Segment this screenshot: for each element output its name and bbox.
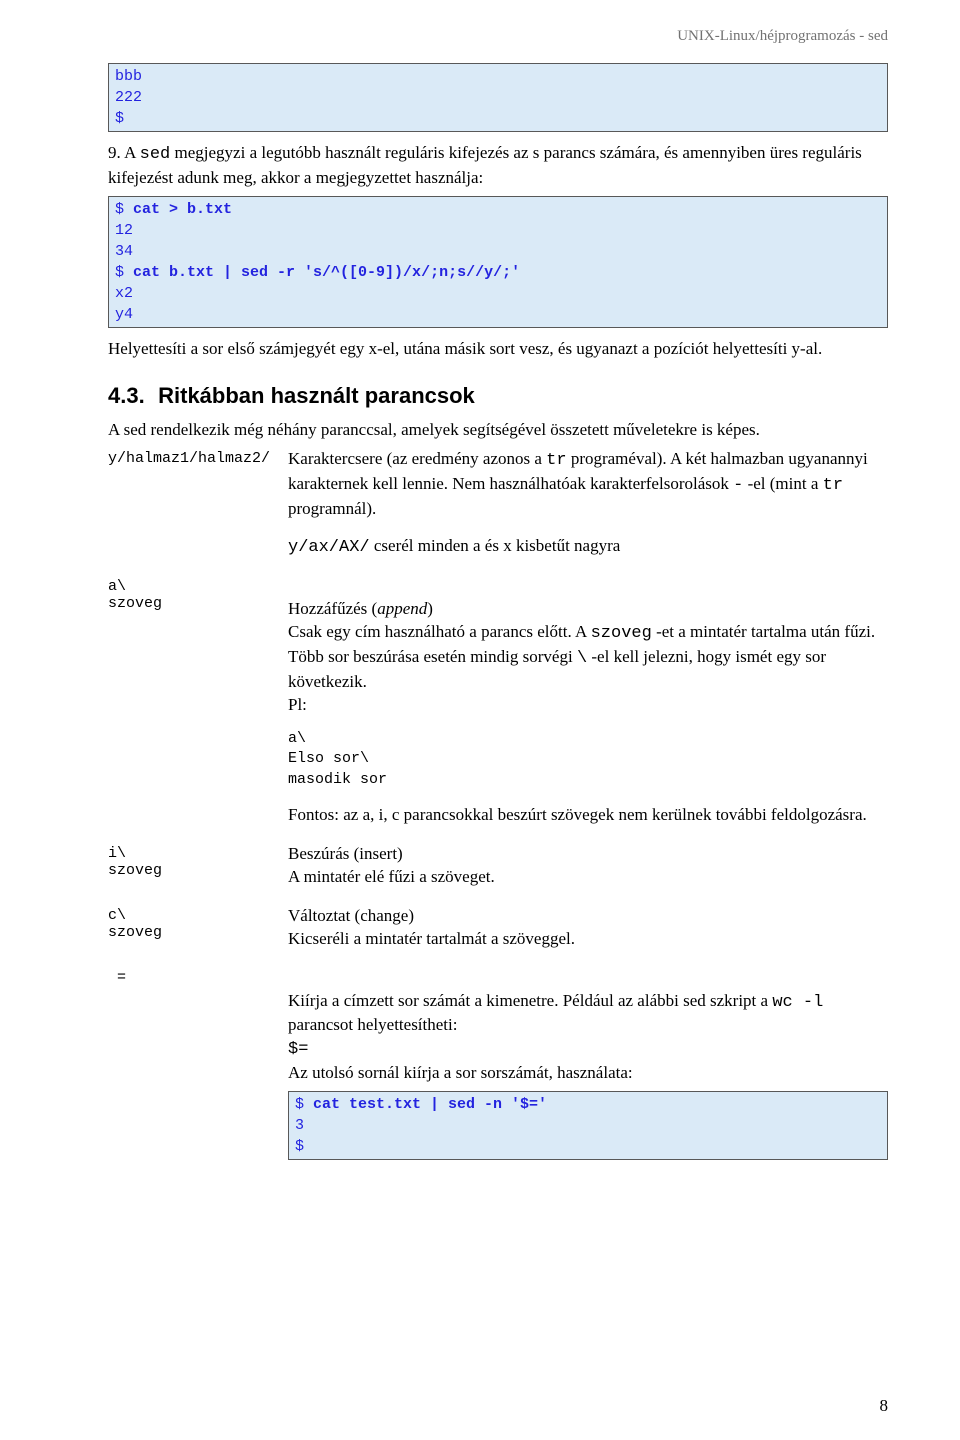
code-line: $ cat > b.txt — [115, 201, 232, 218]
text: -el (mint a — [743, 474, 822, 493]
inline-code: \ — [577, 649, 587, 668]
code-block-1: bbb 222 $ — [108, 63, 888, 132]
text: Kiírja a címzett sor számát a kimenetre.… — [288, 991, 772, 1010]
para-number: 9. — [108, 143, 121, 162]
def-desc: Hozzáfűzés (append) Csak egy cím használ… — [288, 576, 888, 833]
inline-code: szoveg — [591, 624, 652, 643]
def-row-i: i\ szoveg Beszúrás (insert) A mintatér e… — [108, 843, 888, 895]
paragraph-intro-43: A sed rendelkezik még néhány paranccsal,… — [108, 419, 888, 442]
def-example: y/ax/AX/ cserél minden a és x kisbetűt n… — [288, 535, 888, 560]
inline-code: y/ax/AX/ — [288, 538, 370, 557]
text: parancsot helyettesítheti: — [288, 1015, 457, 1034]
def-term: y/halmaz1/halmaz2/ — [108, 448, 288, 467]
inline-code: wc -l — [772, 993, 823, 1012]
text: Hozzáfűzés ( — [288, 599, 377, 618]
inline-code: - — [733, 476, 743, 495]
inline-code: sed — [140, 145, 171, 164]
code-bold: cat > b.txt — [133, 201, 232, 218]
def-row-y: y/halmaz1/halmaz2/ Karaktercsere (az ere… — [108, 448, 888, 566]
def-text: Kiírja a címzett sor számát a kimenetre.… — [288, 967, 888, 1086]
code-line: x2 — [115, 285, 133, 302]
para-text: A — [124, 143, 140, 162]
inline-code: $= — [288, 1040, 308, 1059]
def-term: a\ szoveg — [108, 576, 288, 612]
code-line: 12 — [115, 222, 133, 239]
def-desc: Karaktercsere (az eredmény azonos a tr p… — [288, 448, 888, 566]
def-note: Fontos: az a, i, c parancsokkal beszúrt … — [288, 804, 888, 827]
code-line: 34 — [115, 243, 133, 260]
def-text: Beszúrás (insert) A mintatér elé fűzi a … — [288, 843, 888, 889]
def-text: Változtat (change) Kicseréli a mintatér … — [288, 905, 888, 951]
text: programnál). — [288, 499, 376, 518]
code-line: $ cat test.txt | sed -n '$=' — [295, 1096, 547, 1113]
code-line: y4 — [115, 306, 133, 323]
heading-number: 4.3. — [108, 383, 152, 409]
def-desc: Kiírja a címzett sor számát a kimenetre.… — [288, 967, 888, 1171]
text: cserél minden a és x kisbetűt nagyra — [370, 536, 621, 555]
def-desc: Változtat (change) Kicseréli a mintatér … — [288, 905, 888, 957]
paragraph-9: 9. A sed megjegyzi a legutóbb használt r… — [108, 142, 888, 190]
def-text: Hozzáfűzés (append) Csak egy cím használ… — [288, 576, 888, 718]
def-term: = — [108, 967, 288, 986]
text: Az utolsó sornál kiírja a sor sorszámát,… — [288, 1063, 633, 1082]
definition-table: y/halmaz1/halmaz2/ Karaktercsere (az ere… — [108, 448, 888, 1171]
heading-text: Ritkábban használt parancsok — [158, 383, 475, 408]
page-number: 8 — [880, 1396, 889, 1416]
code-line: 3 — [295, 1117, 304, 1134]
def-term: i\ szoveg — [108, 843, 288, 879]
def-term: c\ szoveg — [108, 905, 288, 941]
emphasis: append — [377, 599, 427, 618]
def-row-a: a\ szoveg Hozzáfűzés (append) Csak egy c… — [108, 576, 888, 833]
code-bold: cat b.txt | sed -r 's/^([0-9])/x/;n;s//y… — [133, 264, 520, 281]
section-heading-4-3: 4.3. Ritkábban használt parancsok — [108, 383, 888, 409]
code-block-2: $ cat > b.txt 12 34 $ cat b.txt | sed -r… — [108, 196, 888, 328]
running-header: UNIX-Linux/héjprogramozás - sed — [72, 28, 888, 45]
code-line: $ cat b.txt | sed -r 's/^([0-9])/x/;n;s/… — [115, 264, 520, 281]
def-desc: Beszúrás (insert) A mintatér elé fűzi a … — [288, 843, 888, 895]
page-container: UNIX-Linux/héjprogramozás - sed bbb 222 … — [0, 0, 960, 1440]
inline-code: tr — [546, 451, 566, 470]
para-text: megjegyzi a legutóbb használt reguláris … — [108, 143, 862, 187]
text: Karaktercsere (az eredmény azonos a — [288, 449, 546, 468]
code-line: $ — [295, 1138, 304, 1155]
code-block-3: $ cat test.txt | sed -n '$=' 3 $ — [288, 1091, 888, 1160]
def-row-equals: = Kiírja a címzett sor számát a kimenetr… — [108, 967, 888, 1171]
def-row-c: c\ szoveg Változtat (change) Kicseréli a… — [108, 905, 888, 957]
code-text: bbb 222 $ — [115, 68, 142, 127]
def-code-block: a\ Elso sor\ masodik sor — [288, 729, 888, 790]
def-text: Karaktercsere (az eredmény azonos a tr p… — [288, 448, 888, 521]
paragraph-after-code2: Helyettesíti a sor első számjegyét egy x… — [108, 338, 888, 361]
code-bold: cat test.txt | sed -n '$=' — [313, 1096, 547, 1113]
inline-code: tr — [823, 476, 843, 495]
